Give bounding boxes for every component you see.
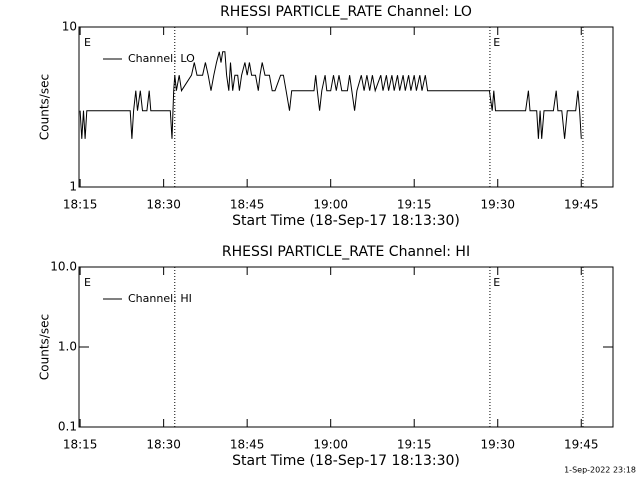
x-tick-label: 18:45 [230,438,265,452]
y-tick-label: 1.0 [58,340,77,354]
y-tick-label: 0.1 [58,420,77,434]
x-axis-label: Start Time (18-Sep-17 18:13:30) [232,213,460,229]
y-tick-label: 10 [62,20,77,34]
chart-title: RHESSI PARTICLE_RATE Channel: LO [220,4,472,20]
x-tick-label: 18:30 [146,438,181,452]
x-tick-label: 19:30 [480,438,515,452]
chart-title: RHESSI PARTICLE_RATE Channel: HI [222,244,470,260]
event-label: E [493,276,500,289]
x-tick-label: 19:45 [564,438,599,452]
x-tick-label: 19:15 [397,198,432,212]
x-tick-label: 18:15 [63,438,98,452]
x-tick-label: 19:00 [313,438,348,452]
legend-label: Channel: LO [128,52,195,65]
x-tick-label: 19:00 [313,198,348,212]
x-tick-label: 18:45 [230,198,265,212]
event-label: E [84,36,91,49]
x-tick-label: 18:30 [146,198,181,212]
legend-label: Channel: HI [128,292,192,305]
y-axis-label: Counts/sec [38,314,52,380]
plot-frame [78,26,614,188]
event-label: E [84,276,91,289]
x-tick-label: 19:30 [480,198,515,212]
y-tick-label: 10.0 [50,260,77,274]
x-tick-label: 18:15 [63,198,98,212]
event-label: E [493,36,500,49]
x-tick-label: 19:45 [564,198,599,212]
x-tick-label: 19:15 [397,438,432,452]
data-line [79,51,582,139]
y-axis-label: Counts/sec [38,74,52,140]
plot-frame [78,266,614,428]
timestamp: 1-Sep-2022 23:18 [564,466,636,475]
x-axis-label: Start Time (18-Sep-17 18:13:30) [232,453,460,469]
y-tick-label: 1 [69,180,77,194]
